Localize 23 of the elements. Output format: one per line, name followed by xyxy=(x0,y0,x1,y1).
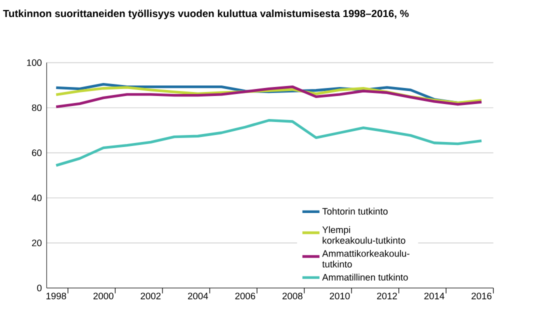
y-tick-label: 60 xyxy=(32,149,42,156)
x-tick-label: 2016 xyxy=(472,292,492,300)
line-series xyxy=(54,85,483,108)
x-tick-label: 2012 xyxy=(377,292,397,300)
line-series xyxy=(54,118,483,167)
y-tick-label: 0 xyxy=(37,284,42,292)
chart-title: Tutkinnon suorittaneiden työllisyys vuoden kuluttua valmistumisesta 1998–2016, % xyxy=(3,9,409,20)
legend-label: Ylempi korkeakoulu-tutkinto xyxy=(322,226,406,244)
x-tick-label: 1998 xyxy=(46,292,66,300)
x-tick-label: 2008 xyxy=(282,292,302,300)
x-tick-label: 2006 xyxy=(235,292,256,300)
y-tick-label: 100 xyxy=(27,59,42,66)
legend-label: Ammattikorkeakoulu-tutkinto xyxy=(322,250,410,268)
y-tick-label: 20 xyxy=(32,239,42,246)
legend-label: Tohtorin tutkinto xyxy=(322,208,388,214)
x-tick-label: 2002 xyxy=(140,292,161,300)
y-tick-label: 80 xyxy=(32,104,42,111)
legend-label: Ammatillinen tutkinto xyxy=(322,274,408,280)
x-tick-label: 2010 xyxy=(330,292,350,300)
x-tick-label: 2000 xyxy=(93,292,114,300)
x-tick-label: 2014 xyxy=(424,292,444,300)
x-tick-label: 2004 xyxy=(188,292,208,300)
y-tick-label: 40 xyxy=(32,194,42,202)
